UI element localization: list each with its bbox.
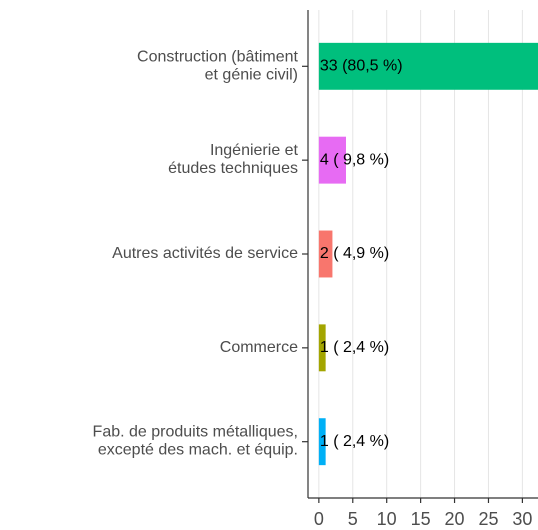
bar <box>318 42 538 90</box>
y-tick-label: Ingénierie et études techniques <box>168 142 298 177</box>
bar <box>318 418 326 466</box>
y-tick-label: Construction (bâtiment et génie civil) <box>137 49 299 84</box>
value-label: 4 ( 9,8 %) <box>320 151 389 168</box>
value-label: 2 ( 4,9 %) <box>320 245 389 262</box>
bar <box>318 136 346 184</box>
x-tick-label: 5 <box>348 509 358 529</box>
y-tick-label: Fab. de produits métalliques, excepté des… <box>93 424 298 459</box>
bar <box>318 324 326 372</box>
x-tick-label: 10 <box>377 509 397 529</box>
x-tick-label: 15 <box>411 509 431 529</box>
y-tick-label: Commerce <box>220 339 298 356</box>
grid <box>318 10 523 498</box>
foreground: 0 5 10 15 20 25 30 33 (80,5 %) Construction (bât… <box>93 10 538 529</box>
bars <box>318 42 538 466</box>
x-tick-label: 0 <box>314 509 324 529</box>
x-tick-label: 30 <box>512 509 532 529</box>
x-tick-label: 20 <box>445 509 465 529</box>
value-label: 33 (80,5 %) <box>320 58 403 75</box>
y-tick-label: Autres activités de service <box>112 245 298 262</box>
x-tick-label: 25 <box>478 509 498 529</box>
value-label: 1 ( 2,4 %) <box>320 339 389 356</box>
bar <box>318 230 333 278</box>
value-label: 1 ( 2,4 %) <box>320 433 389 450</box>
